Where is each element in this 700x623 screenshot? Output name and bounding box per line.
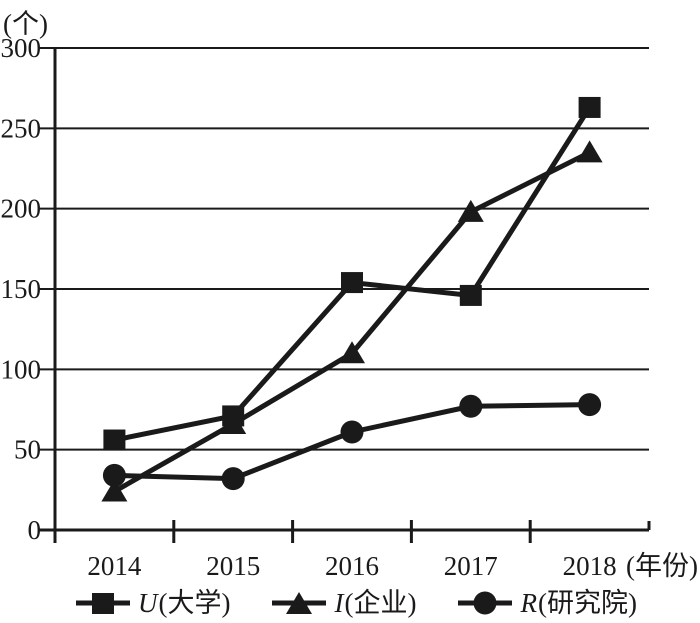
U-marker-2016 bbox=[341, 272, 363, 294]
legend-series-name: (企业) bbox=[344, 588, 417, 618]
y-tick-label-150: 150 bbox=[1, 274, 42, 304]
y-tick-label-100: 100 bbox=[1, 354, 42, 384]
U-marker-2018 bbox=[578, 96, 601, 118]
I-marker-2016 bbox=[339, 341, 365, 364]
y-tick-label-0: 0 bbox=[28, 515, 42, 545]
R-marker-2018 bbox=[578, 393, 602, 417]
x-tick-label-4: 2018 bbox=[563, 551, 617, 581]
legend-label-I: I(企业) bbox=[334, 588, 416, 618]
legend-series-letter: R bbox=[520, 588, 537, 618]
x-tick-label-2: 2016 bbox=[325, 551, 379, 581]
x-axis-unit-label: (年份) bbox=[626, 551, 698, 581]
I-marker-2017 bbox=[457, 199, 484, 222]
y-tick-label-250: 250 bbox=[1, 113, 42, 143]
x-tick-label-1: 2015 bbox=[206, 551, 260, 581]
legend-series-name: (研究院) bbox=[537, 588, 637, 618]
y-tick-label-200: 200 bbox=[1, 194, 42, 224]
R-marker-2017 bbox=[459, 394, 483, 418]
line-chart-canvas: 0 50 100 150 200 250 300(个) (年份) 2014 2015 2016 201… bbox=[1, 9, 698, 581]
legend-series-letter: U bbox=[138, 588, 158, 618]
legend-series-letter: I bbox=[334, 588, 344, 618]
legend-item-I: I(企业) bbox=[272, 588, 416, 618]
I-marker-2014 bbox=[101, 479, 128, 502]
legend-series-name: (大学) bbox=[158, 588, 231, 618]
chart-legend: U(大学) I(企业) R(研究院) bbox=[0, 586, 700, 620]
U-marker-2015 bbox=[222, 405, 245, 427]
legend-item-R: R(研究院) bbox=[458, 588, 637, 618]
U-marker-2014 bbox=[103, 429, 126, 451]
U-marker-2017 bbox=[459, 284, 482, 306]
y-axis-unit-label: (个) bbox=[3, 9, 48, 39]
legend-circle-icon bbox=[458, 591, 513, 615]
y-tick-label-50: 50 bbox=[14, 435, 41, 465]
legend-square-icon bbox=[76, 593, 130, 614]
R-marker-2014 bbox=[102, 463, 126, 487]
x-tick-label-0: 2014 bbox=[87, 551, 142, 581]
legend-item-U: U(大学) bbox=[76, 588, 230, 618]
I-marker-2018 bbox=[576, 140, 603, 163]
R-marker-2015 bbox=[221, 467, 245, 491]
legend-triangle-icon bbox=[272, 592, 327, 614]
y-tick-label-300: 300 bbox=[1, 33, 42, 63]
R-marker-2016 bbox=[340, 420, 364, 444]
x-tick-label-3: 2017 bbox=[444, 551, 498, 581]
legend-label-R: R(研究院) bbox=[520, 588, 636, 618]
legend-label-U: U(大学) bbox=[138, 588, 230, 618]
